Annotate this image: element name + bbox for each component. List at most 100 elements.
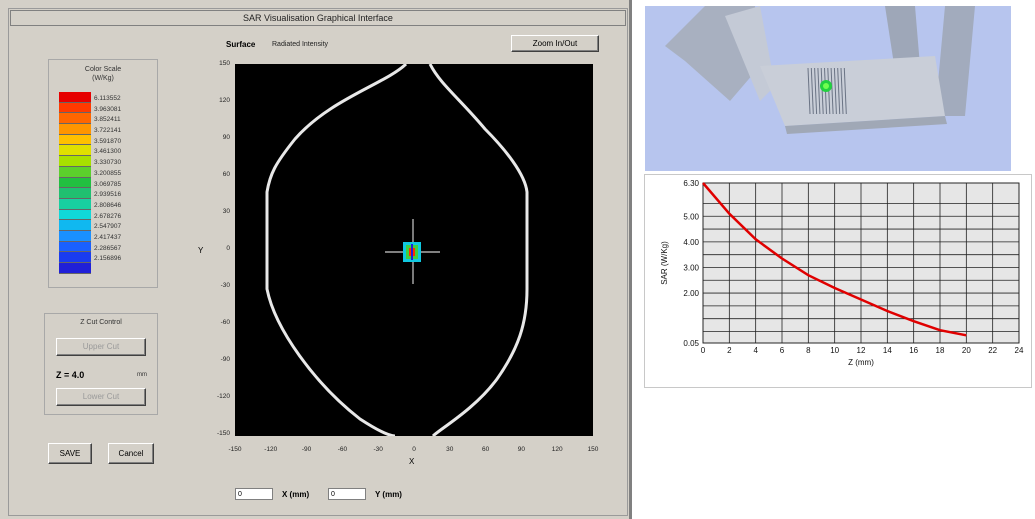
plot-y-tick: -150	[216, 430, 230, 437]
y-tick-label: 4.00	[683, 238, 699, 247]
color-scale-values: 6.113552 3.963081 3.852411 3.722141 3.591870…	[94, 94, 154, 265]
grid-line	[843, 67, 847, 115]
plot-y-tick: 30	[222, 208, 230, 215]
upper-cut-button[interactable]: Upper Cut	[56, 338, 146, 356]
cancel-button[interactable]: Cancel	[108, 443, 154, 464]
color-scale-swatch	[59, 92, 91, 103]
color-scale-label: Color Scale	[84, 66, 122, 73]
x-axis-label: Z (mm)	[848, 358, 874, 367]
x-tick-label: 0	[701, 346, 706, 355]
sar-z-chart-svg: 0 2 4 6 8 10 12 14 16 18 20 22 246.305.004.003.002.0…	[660, 179, 1024, 367]
plot-y-tick: -90	[220, 356, 230, 363]
color-scale-swatch	[59, 156, 91, 167]
z-value: Z = 4.0	[56, 370, 85, 380]
x-tick-label: 20	[962, 346, 971, 355]
window-title: SAR Visualisation Graphical Interface	[10, 10, 626, 26]
grid-line	[814, 67, 818, 115]
save-button[interactable]: SAVE	[48, 443, 92, 464]
color-scale-swatch	[59, 230, 91, 242]
plot-x-label: X	[409, 457, 415, 466]
color-scale-swatch	[59, 252, 91, 263]
color-scale-swatch	[59, 166, 91, 178]
y-tick-label: 6.30	[683, 179, 699, 188]
color-scale-swatch	[59, 188, 91, 199]
plot-y-tick: 120	[219, 97, 230, 104]
x-tick-label: 4	[753, 346, 758, 355]
contour-svg	[265, 64, 529, 436]
phantom-outline	[265, 64, 529, 436]
sar-curve	[702, 182, 967, 337]
measurement-grid	[807, 67, 847, 115]
z-unit: mm	[137, 372, 147, 378]
plot-x-tick: 0	[412, 446, 416, 453]
y-mm-label: Y (mm)	[375, 490, 402, 499]
sar-window: SAR Visualisation Graphical Interface Co…	[0, 0, 632, 519]
color-scale-swatch	[59, 198, 91, 210]
color-scale-value: 3.461300	[94, 148, 122, 156]
color-scale-value: 3.591870	[94, 137, 122, 145]
grid-line	[810, 67, 814, 115]
tray-floor	[760, 56, 945, 126]
color-scale-value: 2.286567	[94, 244, 122, 252]
color-scale-value: 2.547907	[94, 223, 122, 231]
zoom-button[interactable]: Zoom In/Out	[511, 35, 599, 52]
color-scale-value: 2.417437	[94, 233, 122, 241]
y-tick-label: 0.05	[683, 339, 699, 348]
tray-lip	[785, 116, 947, 134]
lower-cut-button[interactable]: Lower Cut	[56, 388, 146, 406]
x-tick-label: 8	[806, 346, 811, 355]
color-scale-value: 2.808646	[94, 201, 122, 209]
grid-line	[833, 67, 837, 115]
grid-line	[837, 67, 841, 115]
y-tick-label: 3.00	[683, 263, 699, 272]
x-tick-label: 22	[988, 346, 997, 355]
plot-x-tick: 30	[446, 446, 454, 453]
z-cut-group: Z Cut Control Upper Cut Z = 4.0 mm Lower…	[44, 313, 158, 415]
color-scale-swatch	[59, 241, 91, 253]
hotspot-marker-core	[823, 83, 829, 89]
x-tick-label: 24	[1015, 346, 1024, 355]
x-mm-field[interactable]: 0	[235, 488, 273, 500]
color-scale-swatch	[59, 177, 91, 189]
phantom-3d-view[interactable]	[645, 6, 1011, 171]
color-scale-value: 6.113552	[94, 95, 121, 102]
grid-line	[820, 67, 824, 115]
color-scale-swatch	[59, 220, 91, 231]
color-scale-value: 2.156896	[94, 255, 122, 263]
color-scale-swatch	[59, 145, 91, 157]
color-scale-value: 3.852411	[94, 116, 121, 124]
y-mm-field[interactable]: 0	[328, 488, 366, 500]
plot-y-tick: -60	[220, 319, 230, 326]
plot-y-tick: -120	[216, 393, 230, 400]
color-scale-unit: (W/Kg)	[92, 75, 114, 82]
color-scale-title: Color Scale (W/Kg)	[49, 65, 157, 83]
plot-x-tick: 150	[587, 446, 599, 453]
y-tick-label: 5.00	[683, 212, 699, 221]
color-scale-value: 3.200855	[94, 169, 122, 177]
x-tick-label: 10	[830, 346, 839, 355]
right-wall	[885, 6, 920, 71]
x-tick-label: 6	[780, 346, 785, 355]
plot-x-tick: -30	[373, 446, 383, 453]
plot-x-tick: -150	[228, 446, 242, 453]
color-scale-swatch	[59, 124, 91, 135]
plot-x-tick: 60	[481, 446, 490, 453]
color-scale-swatch	[59, 209, 91, 221]
x-tick-label: 16	[909, 346, 918, 355]
plot-x-tick: 120	[551, 446, 563, 453]
z-cut-title: Z Cut Control	[80, 319, 122, 326]
x-tick-label: 12	[857, 346, 866, 355]
plot-y-label: Y	[198, 246, 204, 255]
plot-x-tick: 90	[517, 446, 525, 453]
color-scale-swatch	[59, 102, 91, 114]
plot-y-tick: 0	[226, 245, 230, 252]
color-scale-swatch	[59, 134, 91, 146]
plot-x-tick: -90	[301, 446, 312, 453]
color-scale-value: 3.069785	[94, 180, 122, 188]
phantom-3d-svg	[665, 6, 975, 134]
sar-contour-plot[interactable]	[235, 64, 593, 436]
color-scale-value: 2.678276	[94, 212, 122, 220]
window-frame	[8, 8, 628, 516]
surface-value: Radiated Intensity	[272, 41, 329, 48]
plot-x-tick: -120	[264, 446, 278, 453]
